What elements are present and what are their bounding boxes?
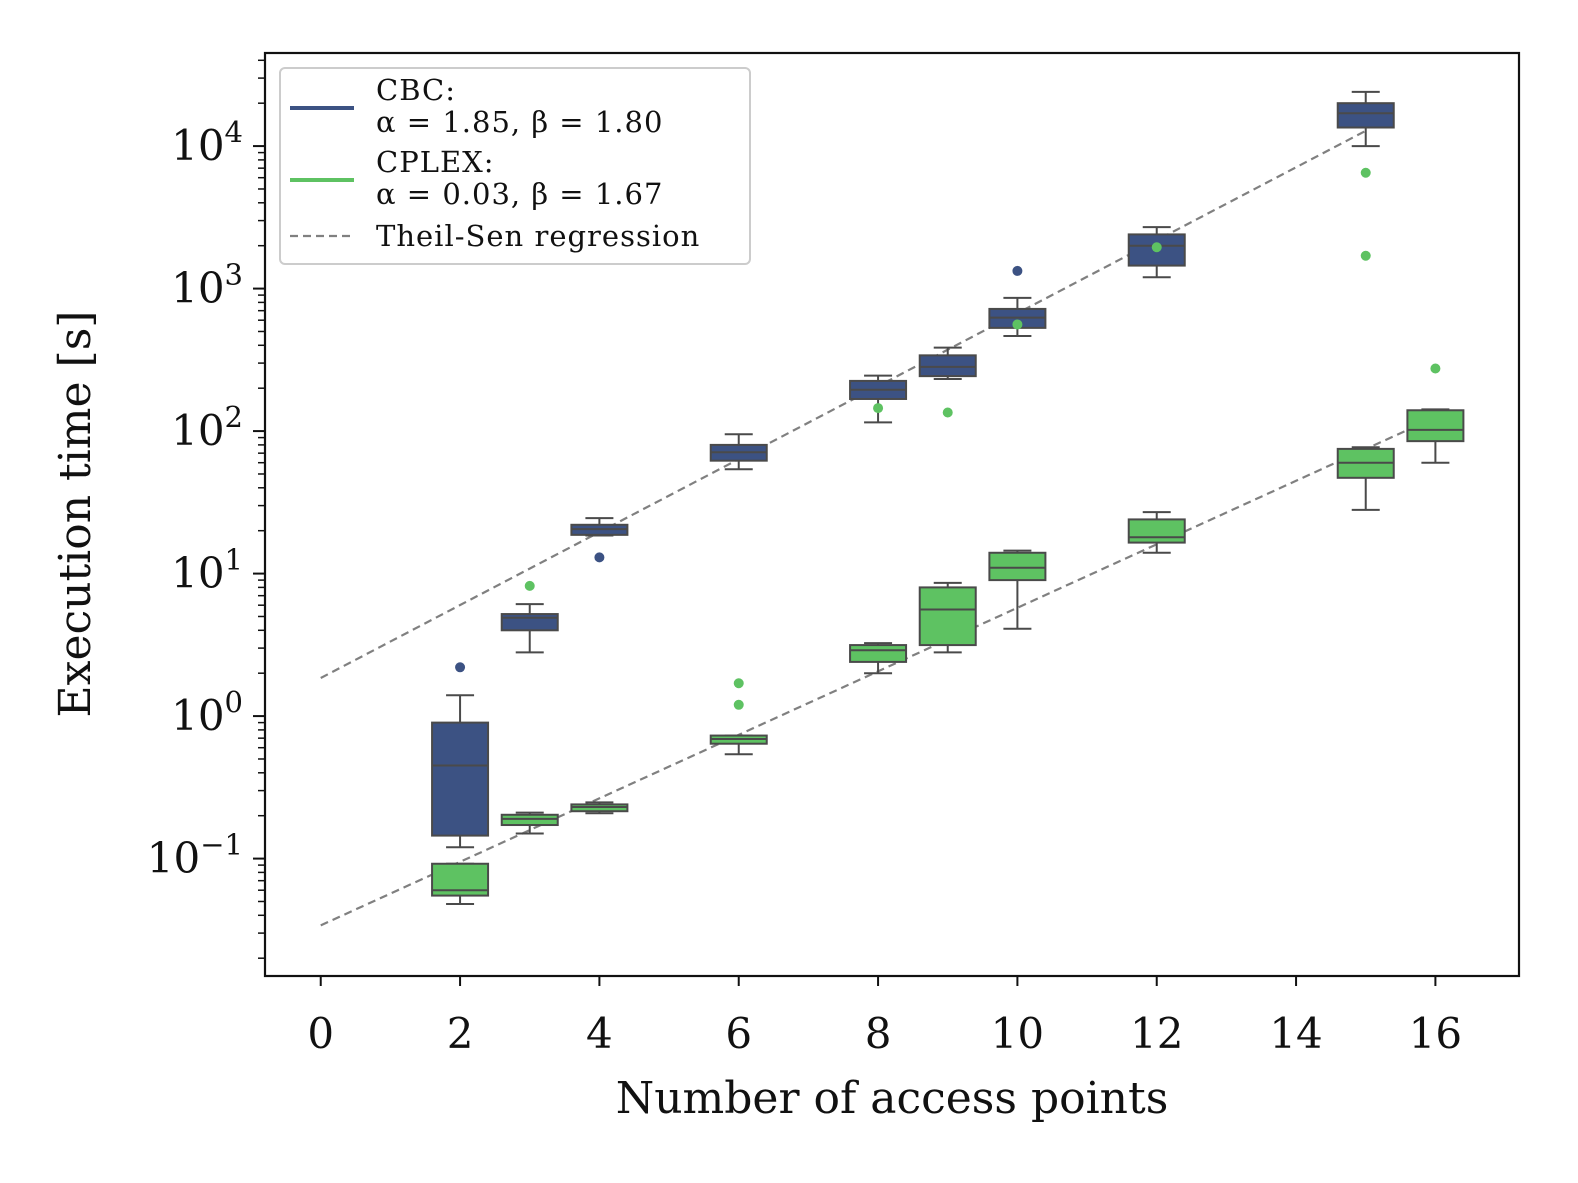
x-tick-label: 2	[447, 1009, 474, 1058]
cbc-box-x4	[570, 517, 629, 563]
y-tick-label: 102	[171, 400, 243, 455]
outlier-point	[1360, 250, 1371, 261]
cplex-box-x2	[431, 862, 490, 906]
cbc-box-x9	[918, 346, 977, 381]
cbc-box-x3	[500, 603, 559, 654]
y-tick-label: 104	[171, 115, 243, 170]
legend-regression-label: Theil-Sen regression	[376, 219, 700, 253]
x-tick-label: 12	[1130, 1009, 1183, 1058]
iqr-box	[1336, 102, 1395, 129]
iqr-box	[918, 354, 977, 378]
cplex-box-x16	[1406, 363, 1465, 464]
box-layer	[431, 90, 1465, 906]
legend-cplex-title: CPLEX:	[376, 145, 495, 179]
cbc-box-x10	[988, 265, 1047, 337]
iqr-box	[849, 644, 908, 663]
outlier-point	[1360, 167, 1371, 178]
regression-line-cbc	[320, 129, 1367, 679]
iqr-box	[1406, 409, 1465, 443]
cbc-box-x15	[1336, 90, 1395, 148]
iqr-box	[500, 813, 559, 827]
legend-cbc-params: α = 1.85, β = 1.80	[376, 105, 663, 139]
outlier-point	[1430, 363, 1441, 374]
cbc-box-x6	[709, 433, 768, 471]
outlier-point	[524, 580, 535, 591]
cplex-box-x10	[988, 319, 1047, 630]
outlier-point	[1012, 265, 1023, 276]
outlier-point	[1012, 319, 1023, 330]
cplex-box-x12	[1127, 242, 1186, 554]
legend: CBC: α = 1.85, β = 1.80 CPLEX: α = 0.03,…	[279, 67, 751, 265]
x-tick-label: 4	[586, 1009, 613, 1058]
cplex-box-x3	[500, 580, 559, 835]
cplex-box-x6	[709, 678, 768, 756]
outlier-point	[594, 552, 605, 563]
y-tick-label: 100	[171, 685, 243, 740]
iqr-box	[1127, 518, 1186, 544]
x-axis-title: Number of access points	[616, 1073, 1169, 1124]
iqr-box	[988, 551, 1047, 582]
outlier-point	[942, 407, 953, 418]
x-tick-label: 16	[1409, 1009, 1462, 1058]
cplex-box-x4	[570, 801, 629, 815]
outlier-point	[733, 678, 744, 689]
cplex-box-x8	[849, 403, 908, 675]
cplex-box-x15	[1336, 167, 1395, 511]
legend-cplex-params: α = 0.03, β = 1.67	[376, 177, 663, 211]
tick-layer: 0 2 4 6 8 10 12 14 16 10−1 100 101 102 103 104	[147, 59, 1462, 1058]
iqr-box	[500, 613, 559, 632]
x-tick-label: 10	[991, 1009, 1044, 1058]
outlier-point	[1151, 242, 1162, 253]
outlier-point	[455, 662, 466, 673]
iqr-box	[918, 586, 977, 647]
cbc-box-x2	[431, 662, 490, 849]
x-tick-label: 14	[1269, 1009, 1322, 1058]
y-tick-label: 103	[171, 258, 243, 313]
outlier-point	[873, 403, 884, 414]
x-tick-label: 8	[865, 1009, 892, 1058]
cbc-box-x8	[849, 374, 908, 424]
y-axis-title: Execution time [s]	[50, 311, 101, 718]
y-tick-label: 10−1	[147, 828, 243, 883]
x-tick-label: 6	[725, 1009, 752, 1058]
outlier-point	[733, 699, 744, 710]
cplex-box-x9	[918, 407, 977, 654]
legend-cbc-title: CBC:	[376, 73, 456, 107]
y-tick-label: 101	[171, 543, 243, 598]
iqr-box	[431, 721, 490, 837]
x-tick-label: 0	[307, 1009, 334, 1058]
legend-frame	[279, 67, 751, 265]
plot-area-frame	[263, 51, 1521, 978]
